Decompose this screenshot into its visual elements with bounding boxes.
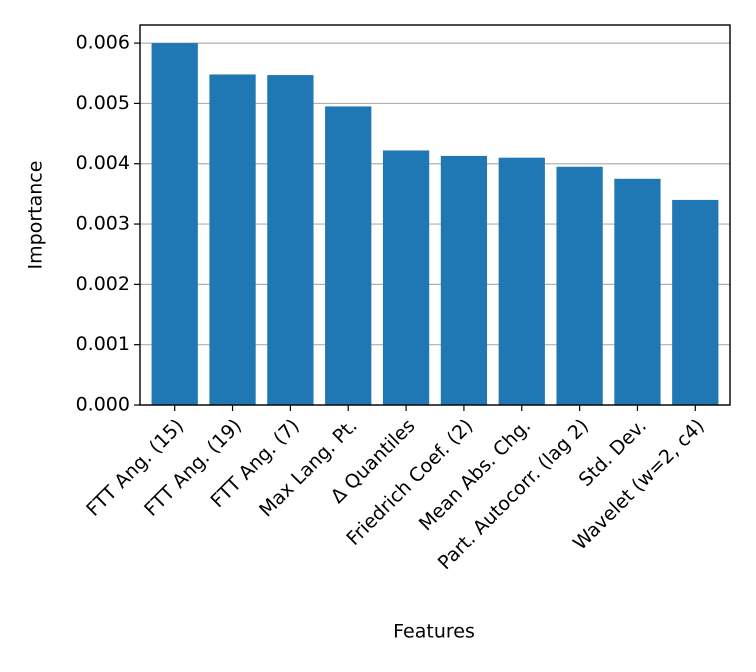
y-tick-label: 0.004 [76,152,130,174]
bar [498,157,545,405]
bar [556,166,603,405]
plot-frame [139,24,731,406]
bar [151,43,198,405]
y-tick-label: 0.002 [76,273,130,295]
bar [325,106,372,405]
y-tick-label: 0.005 [76,92,130,114]
bar [209,74,256,405]
bar [267,75,314,406]
x-axis-label: Features [393,621,475,643]
bar [440,155,488,405]
y-tick-label: 0.001 [76,333,130,355]
bar [382,150,430,405]
x-tick-label: FTT Ang. (15) [82,415,188,521]
y-tick-label: 0.006 [76,32,130,54]
bar [672,199,719,405]
y-tick-label: 0.003 [76,213,130,235]
y-axis-label: Importance [25,161,47,270]
bar [614,178,661,405]
y-tick-label: 0.000 [76,394,130,416]
